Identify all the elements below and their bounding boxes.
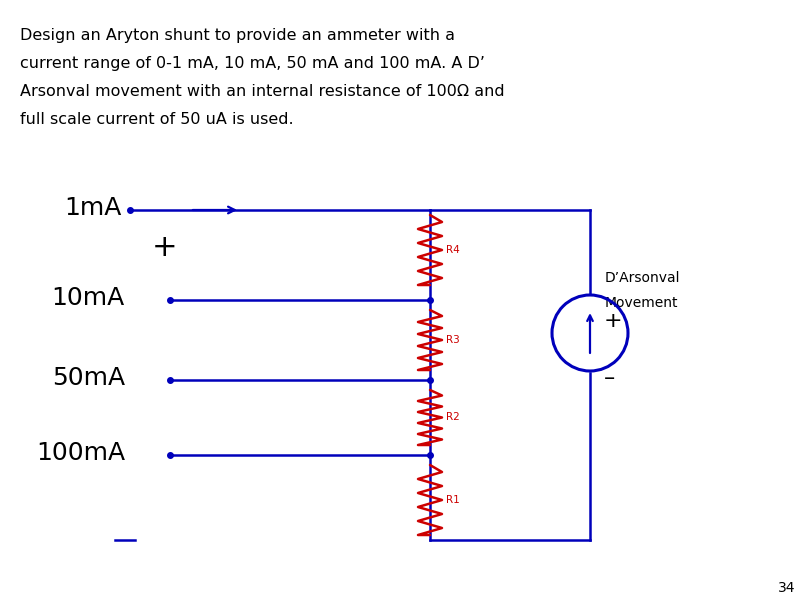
Text: 34: 34 xyxy=(777,581,795,595)
Text: R4: R4 xyxy=(446,245,460,255)
Text: Movement: Movement xyxy=(605,296,679,310)
Text: 1mA: 1mA xyxy=(65,196,122,220)
Text: R1: R1 xyxy=(446,495,460,505)
Text: 100mA: 100mA xyxy=(36,441,125,465)
Text: +: + xyxy=(152,233,178,262)
Text: +: + xyxy=(604,311,623,331)
Text: 10mA: 10mA xyxy=(52,286,125,310)
Text: R3: R3 xyxy=(446,335,460,345)
Text: Arsonval movement with an internal resistance of 100Ω and: Arsonval movement with an internal resis… xyxy=(20,84,505,99)
Text: Design an Aryton shunt to provide an ammeter with a: Design an Aryton shunt to provide an amm… xyxy=(20,28,455,43)
Text: current range of 0-1 mA, 10 mA, 50 mA and 100 mA. A D’: current range of 0-1 mA, 10 mA, 50 mA an… xyxy=(20,56,485,71)
Text: R2: R2 xyxy=(446,412,460,423)
Text: D’Arsonval: D’Arsonval xyxy=(605,271,680,285)
Text: –: – xyxy=(604,368,615,388)
Text: full scale current of 50 uA is used.: full scale current of 50 uA is used. xyxy=(20,112,293,127)
Text: 50mA: 50mA xyxy=(52,366,125,390)
